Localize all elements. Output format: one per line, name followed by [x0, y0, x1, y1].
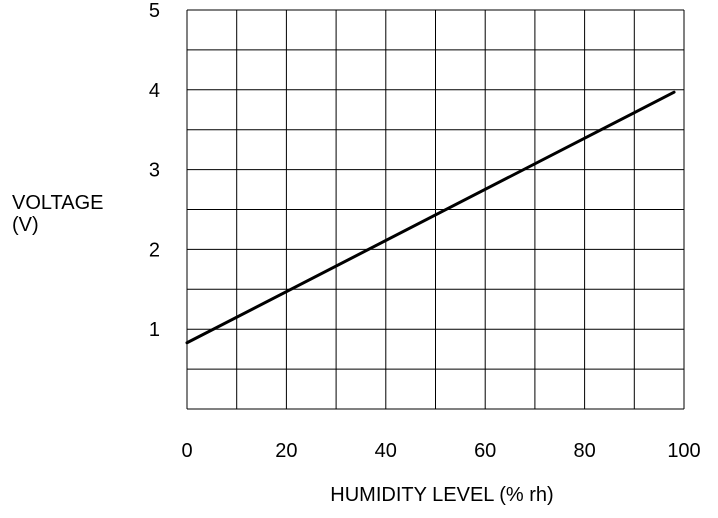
y-axis-label: VOLTAGE (V)	[12, 192, 104, 236]
y-tick-label: 1	[149, 319, 160, 341]
voltage-line	[185, 90, 676, 345]
x-tick-label: 20	[275, 440, 297, 462]
x-tick-label: 0	[181, 440, 192, 462]
y-tick-label: 2	[149, 239, 160, 261]
y-tick-label: 3	[149, 160, 160, 182]
y-tick-label: 4	[149, 80, 160, 102]
x-axis-label: HUMIDITY LEVEL (% rh)	[330, 484, 554, 506]
x-tick-label: 40	[375, 440, 397, 462]
x-tick-label: 100	[667, 440, 700, 462]
y-tick-label: 5	[149, 0, 160, 22]
x-tick-label: 60	[474, 440, 496, 462]
x-tick-label: 80	[573, 440, 595, 462]
